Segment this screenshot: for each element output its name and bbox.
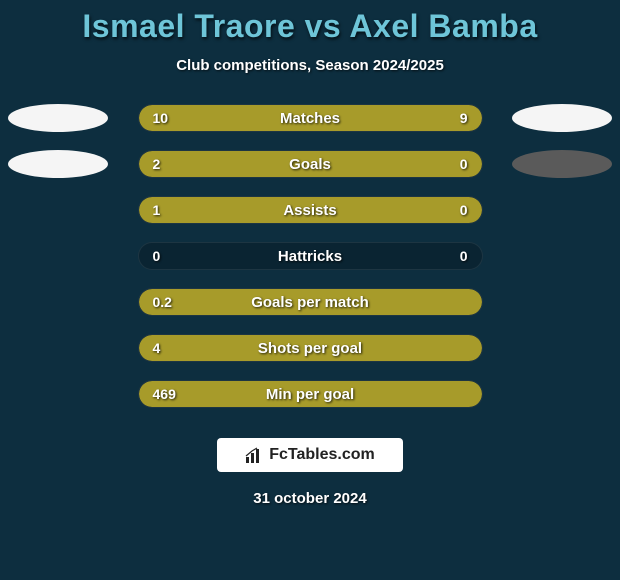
stat-bar-track: 10Assists (138, 196, 483, 224)
stat-bar-track: 00Hattricks (138, 242, 483, 270)
stat-row: 20Goals (0, 150, 620, 178)
stat-row: 109Matches (0, 104, 620, 132)
footer-badge[interactable]: FcTables.com (217, 438, 403, 472)
stat-bar-track: 20Goals (138, 150, 483, 178)
stat-bar-track: 0.2Goals per match (138, 288, 483, 316)
page-title: Ismael Traore vs Axel Bamba (82, 8, 537, 45)
stat-row: 4Shots per goal (0, 334, 620, 362)
stat-label: Shots per goal (139, 335, 482, 361)
stat-rows-container: 109Matches 20Goals 10Assists 00Hattricks 0.2… (0, 104, 620, 426)
comparison-card: Ismael Traore vs Axel Bamba Club competi… (0, 0, 620, 580)
stat-label: Matches (139, 105, 482, 131)
team-ellipse-left (8, 150, 108, 178)
stat-bar-track: 109Matches (138, 104, 483, 132)
stat-bar-track: 469Min per goal (138, 380, 483, 408)
team-ellipse-left (8, 104, 108, 132)
page-subtitle: Club competitions, Season 2024/2025 (176, 57, 444, 74)
stat-label: Min per goal (139, 381, 482, 407)
stat-row: 10Assists (0, 196, 620, 224)
stat-row: 469Min per goal (0, 380, 620, 408)
footer-badge-label: FcTables.com (269, 446, 375, 464)
chart-icon (245, 446, 263, 464)
stat-label: Goals per match (139, 289, 482, 315)
team-ellipse-right (512, 150, 612, 178)
stat-label: Assists (139, 197, 482, 223)
stat-label: Hattricks (139, 243, 482, 269)
stat-bar-track: 4Shots per goal (138, 334, 483, 362)
stat-row: 0.2Goals per match (0, 288, 620, 316)
team-ellipse-right (512, 104, 612, 132)
date-label: 31 october 2024 (253, 490, 366, 507)
stat-row: 00Hattricks (0, 242, 620, 270)
stat-label: Goals (139, 151, 482, 177)
